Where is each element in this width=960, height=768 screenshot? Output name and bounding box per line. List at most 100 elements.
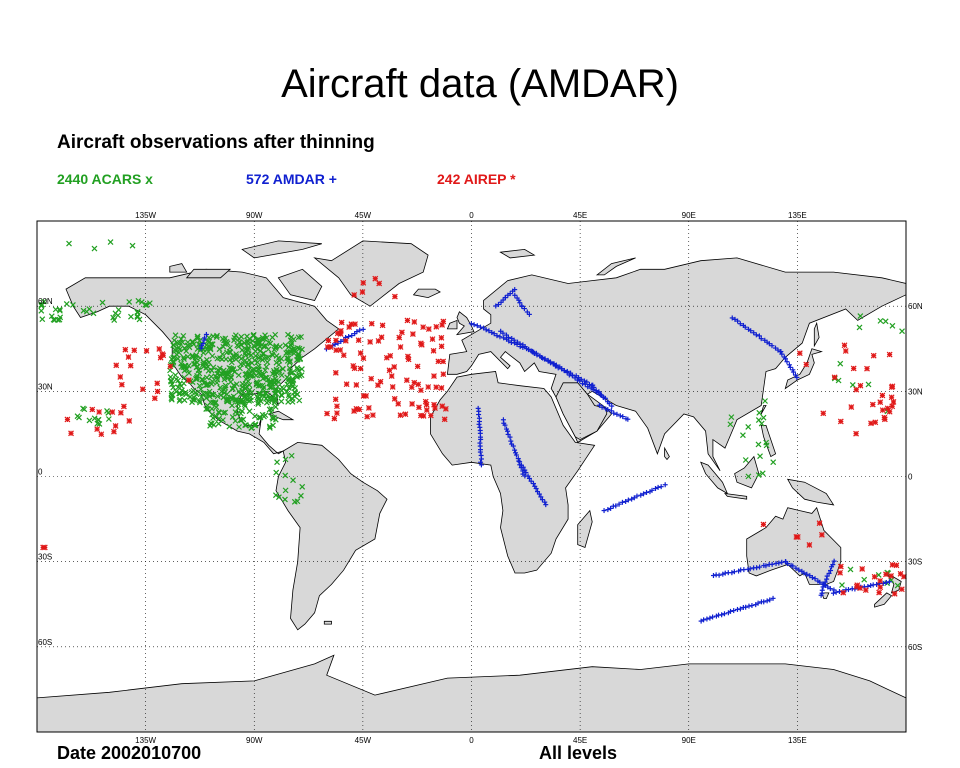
airep-obs	[848, 404, 855, 410]
acars-obs	[745, 424, 752, 430]
acars-obs	[213, 334, 220, 341]
acars-obs	[755, 441, 762, 448]
acars-obs	[249, 367, 255, 373]
amdar-obs	[821, 581, 827, 587]
acars-obs	[129, 242, 136, 249]
amdar-obs	[755, 600, 761, 606]
amdar-obs	[631, 495, 637, 501]
footer-date: Date 2002010700	[57, 743, 202, 763]
acars-obs	[286, 385, 292, 392]
acars-obs	[255, 382, 262, 389]
lat-tick-right-60S: 60S	[908, 643, 922, 652]
amdar-obs	[582, 381, 588, 387]
acars-obs	[76, 414, 82, 421]
acars-obs	[285, 398, 292, 405]
amdar-obs	[531, 349, 537, 355]
amdar-obs	[502, 295, 508, 301]
acars-obs	[268, 384, 275, 391]
amdar-obs	[809, 575, 815, 581]
amdar-obs	[523, 470, 529, 476]
airep-obs	[842, 348, 849, 354]
amdar-obs	[530, 481, 536, 487]
acars-obs	[200, 359, 207, 366]
acars-obs	[282, 456, 289, 463]
amdar-obs	[649, 487, 655, 493]
airep-obs	[89, 406, 96, 413]
lon-tick-top-0: 0	[469, 211, 474, 220]
acars-obs	[228, 359, 235, 366]
amdar-obs	[704, 616, 710, 622]
amdar-obs	[825, 584, 831, 590]
lon-tick-top-90W: 90W	[246, 211, 263, 220]
acars-obs	[209, 341, 216, 348]
acars-obs	[190, 387, 197, 394]
airep-obs	[404, 317, 411, 324]
amdar-obs	[516, 297, 522, 303]
amdar-obs	[512, 292, 518, 298]
acars-obs	[215, 420, 222, 427]
acars-obs	[280, 385, 287, 392]
acars-obs	[227, 356, 233, 363]
acars-obs	[80, 307, 87, 314]
airep-obs	[370, 412, 376, 419]
amdar-obs	[500, 330, 506, 336]
amdar-obs	[508, 438, 514, 444]
amdar-obs	[606, 401, 612, 407]
acars-obs	[197, 386, 204, 393]
airep-obs	[379, 322, 386, 329]
airep-obs	[376, 280, 383, 287]
amdar-obs	[533, 486, 539, 492]
acars-obs	[276, 367, 283, 374]
acars-obs	[291, 393, 298, 399]
legend-acars: 2440 ACARS x	[57, 171, 153, 187]
lat-tick-right-0: 0	[908, 473, 913, 482]
airep-obs	[40, 544, 47, 551]
acars-obs	[232, 332, 239, 339]
amdar-obs	[804, 571, 810, 577]
acars-obs	[232, 417, 239, 424]
acars-obs	[296, 397, 303, 404]
acars-obs	[237, 391, 244, 398]
acars-obs	[861, 576, 868, 583]
amdar-obs	[596, 390, 602, 396]
amdar-obs	[652, 486, 658, 492]
acars-obs	[268, 406, 275, 412]
acars-obs	[255, 396, 262, 402]
amdar-obs	[737, 321, 743, 327]
acars-obs	[128, 313, 134, 320]
acars-obs	[198, 394, 205, 400]
airep-obs	[888, 572, 894, 579]
acars-obs	[271, 390, 278, 397]
acars-obs	[248, 389, 255, 396]
land-new-guinea	[786, 478, 835, 506]
airep-obs	[397, 344, 404, 350]
amdar-obs	[517, 459, 523, 465]
amdar-obs	[476, 421, 482, 427]
acars-obs	[176, 398, 183, 404]
amdar-obs	[203, 331, 209, 337]
acars-obs	[273, 469, 280, 476]
amdar-obs	[748, 328, 754, 334]
amdar-obs	[478, 436, 484, 442]
amdar-obs	[833, 589, 839, 595]
land-south-america	[275, 441, 388, 631]
acars-obs	[233, 396, 240, 403]
airep-obs	[425, 384, 432, 390]
acars-obs	[213, 404, 220, 411]
lon-tick-bottom-90E: 90E	[682, 736, 696, 745]
amdar-obs	[553, 362, 559, 368]
land-arabia	[555, 382, 608, 441]
airep-obs	[360, 279, 367, 286]
amdar-obs	[501, 335, 507, 341]
airep-obs	[869, 401, 876, 408]
airep-obs	[794, 534, 801, 540]
airep-obs	[883, 571, 889, 578]
acars-obs	[221, 376, 228, 383]
amdar-obs	[478, 459, 484, 465]
acars-obs	[193, 374, 200, 381]
amdar-obs	[522, 344, 528, 350]
acars-obs	[293, 357, 300, 363]
airep-obs	[391, 364, 398, 370]
acars-obs	[219, 351, 226, 358]
airep-obs	[414, 363, 421, 370]
